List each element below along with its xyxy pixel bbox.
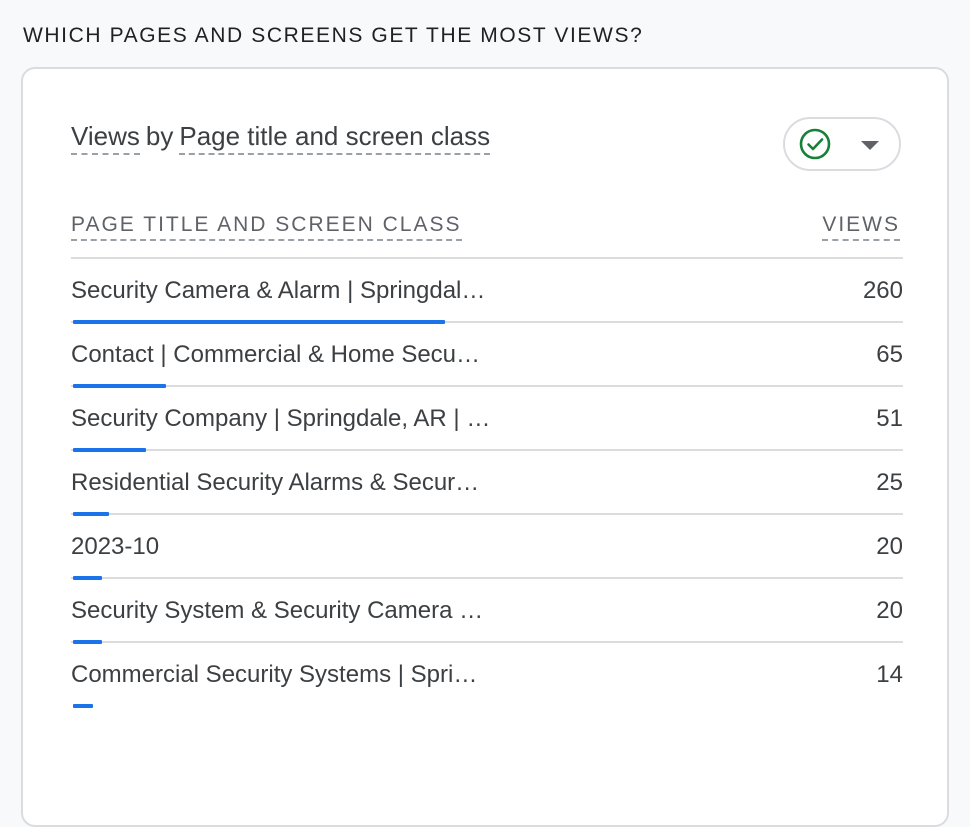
row-label: Security Company | Springdale, AR | …: [71, 405, 491, 432]
row-value: 20: [876, 597, 903, 624]
row-value-bar: [73, 704, 93, 708]
row-value: 65: [876, 341, 903, 368]
row-value-bar: [73, 448, 146, 452]
metric-selector[interactable]: Views: [71, 121, 140, 155]
compare-button[interactable]: [783, 117, 901, 171]
row-value: 14: [876, 661, 903, 688]
header-divider: [71, 257, 903, 259]
table-row[interactable]: Security System & Security Camera … 20: [71, 579, 903, 644]
row-value-bar: [73, 320, 445, 324]
table-row[interactable]: Contact | Commercial & Home Secu… 65: [71, 323, 903, 388]
column-header-views[interactable]: VIEWS: [822, 213, 900, 241]
title-by-text: by: [145, 121, 174, 151]
row-value-bar: [73, 384, 166, 388]
row-value: 20: [876, 533, 903, 560]
section-heading: WHICH PAGES AND SCREENS GET THE MOST VIE…: [23, 24, 644, 47]
row-value: 51: [876, 405, 903, 432]
views-by-page-card: Views by Page title and screen class PAGE …: [21, 67, 949, 827]
row-value-bar: [73, 640, 102, 644]
table-row[interactable]: Security Company | Springdale, AR | … 51: [71, 387, 903, 452]
row-label: Contact | Commercial & Home Secu…: [71, 341, 481, 368]
table-body: Security Camera & Alarm | Springdal… 260 C…: [71, 259, 903, 708]
column-header-page-title[interactable]: PAGE TITLE AND SCREEN CLASS: [71, 213, 462, 241]
table-row[interactable]: Residential Security Alarms & Secur… 25: [71, 451, 903, 516]
row-label: Residential Security Alarms & Secur…: [71, 469, 480, 496]
row-value: 25: [876, 469, 903, 496]
row-label: Security System & Security Camera …: [71, 597, 484, 624]
card-title: Views by Page title and screen class: [71, 121, 491, 155]
row-value: 260: [862, 277, 903, 304]
table-row[interactable]: Security Camera & Alarm | Springdal… 260: [71, 259, 903, 324]
row-label: Security Camera & Alarm | Springdal…: [71, 277, 486, 304]
row-value-bar: [73, 512, 109, 516]
row-label: 2023-10: [71, 533, 160, 560]
row-value-bar: [73, 576, 102, 580]
dimension-selector[interactable]: Page title and screen class: [179, 121, 491, 155]
check-circle-icon: [799, 128, 831, 160]
table-row[interactable]: Commercial Security Systems | Spri… 14: [71, 643, 903, 708]
chevron-down-icon: [861, 141, 879, 150]
table-row[interactable]: 2023-10 20: [71, 515, 903, 580]
row-label: Commercial Security Systems | Spri…: [71, 661, 478, 688]
